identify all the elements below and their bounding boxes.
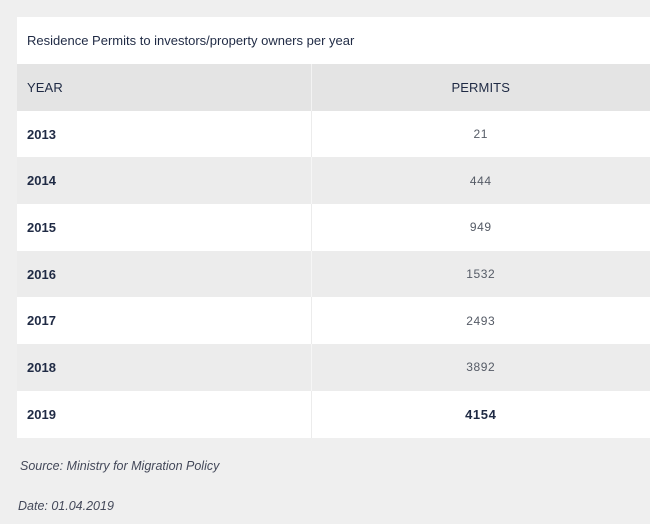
- column-header-permits: PERMITS: [311, 64, 650, 111]
- permits-cell: 4154: [311, 390, 650, 438]
- column-header-year: YEAR: [17, 64, 312, 111]
- year-cell: 2013: [17, 110, 312, 158]
- permits-cell: 3892: [311, 344, 650, 391]
- year-cell: 2017: [17, 297, 312, 345]
- year-cell: 2014: [17, 157, 312, 205]
- permits-cell: 1532: [311, 250, 650, 298]
- table-row: 2018 3892: [17, 344, 650, 391]
- table-row: 2015 949: [17, 204, 650, 251]
- permits-cell: 444: [311, 157, 650, 205]
- permits-cell: 949: [311, 204, 650, 251]
- permits-cell: 21: [311, 110, 650, 158]
- table-row: 2019 4154: [17, 390, 650, 438]
- permits-cell: 2493: [311, 297, 650, 345]
- permits-table-card: Residence Permits to investors/property …: [17, 17, 650, 438]
- year-cell: 2015: [17, 204, 312, 251]
- year-cell: 2019: [17, 390, 312, 438]
- table-caption: Residence Permits to investors/property …: [17, 17, 650, 64]
- table-row: 2016 1532: [17, 250, 650, 298]
- table-row: 2013 21: [17, 110, 650, 158]
- year-cell: 2016: [17, 250, 312, 298]
- date-note: Date: 01.04.2019: [18, 499, 114, 513]
- table-header-row: YEAR PERMITS: [17, 64, 650, 111]
- table-row: 2014 444: [17, 157, 650, 205]
- year-cell: 2018: [17, 344, 312, 391]
- permits-table: YEAR PERMITS 2013 21 2014 444 2015 949 2…: [17, 64, 650, 438]
- table-row: 2017 2493: [17, 297, 650, 345]
- source-note: Source: Ministry for Migration Policy: [20, 459, 220, 473]
